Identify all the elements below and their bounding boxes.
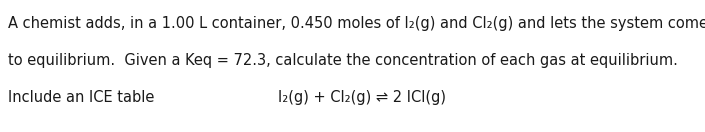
- Text: Include an ICE table: Include an ICE table: [8, 90, 155, 105]
- Text: A chemist adds, in a 1.00 L container, 0.450 moles of I₂(g) and Cl₂(g) and lets : A chemist adds, in a 1.00 L container, 0…: [8, 16, 705, 31]
- Text: to equilibrium.  Given a Keq = 72.3, calculate the concentration of each gas at : to equilibrium. Given a Keq = 72.3, calc…: [8, 53, 678, 68]
- Text: I₂(g) + Cl₂(g) ⇌ 2 ICl(g): I₂(g) + Cl₂(g) ⇌ 2 ICl(g): [278, 90, 446, 105]
